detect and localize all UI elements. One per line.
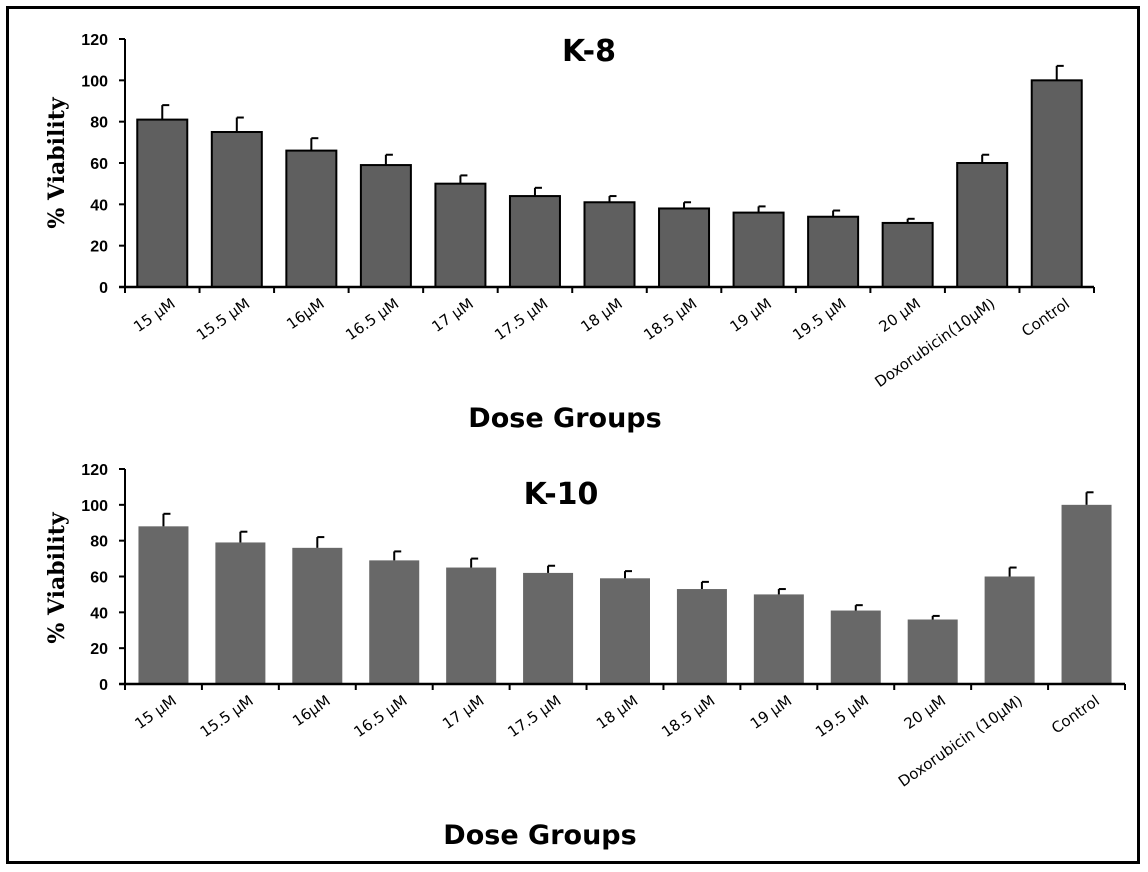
bar bbox=[138, 526, 188, 684]
bar bbox=[659, 208, 709, 287]
bar bbox=[677, 589, 727, 684]
x-tick-label: Control bbox=[1048, 692, 1103, 738]
plot-area: 0 20 40 60 80 100 120 15 µM 15.5 µM 16µM 16.5 µM 17… bbox=[81, 32, 1094, 391]
y-tick-label: 120 bbox=[81, 462, 108, 479]
y-tick-label: 80 bbox=[90, 534, 108, 551]
bar bbox=[754, 594, 804, 684]
x-tick-label: 18 µM bbox=[578, 295, 626, 336]
bar bbox=[600, 578, 650, 684]
bar bbox=[369, 560, 419, 684]
x-tick-label: 20 µM bbox=[901, 692, 949, 733]
bar bbox=[523, 573, 573, 684]
x-tick-label: 17.5 µM bbox=[491, 295, 551, 345]
bar bbox=[292, 548, 342, 684]
chart-title: K-8 bbox=[562, 34, 616, 69]
chart-k8: K-8 % Viability Dose Groups 0 20 40 60 80 100… bbox=[44, 32, 1094, 434]
x-tick-label: 15.5 µM bbox=[197, 692, 257, 742]
x-axis-label: Dose Groups bbox=[468, 403, 661, 434]
y-tick-label: 80 bbox=[90, 115, 108, 132]
bar bbox=[435, 184, 485, 287]
x-tick-label: 19 µM bbox=[727, 295, 775, 336]
bar bbox=[985, 577, 1035, 685]
bar bbox=[883, 223, 933, 287]
x-tick-label: 19.5 µM bbox=[789, 295, 849, 345]
bar bbox=[212, 132, 262, 287]
y-tick-label: 60 bbox=[90, 570, 108, 587]
x-axis-label: Dose Groups bbox=[443, 820, 636, 851]
y-tick-label: 60 bbox=[90, 156, 108, 173]
bar bbox=[808, 217, 858, 287]
bar bbox=[286, 151, 336, 287]
y-axis-label: % Viability bbox=[44, 96, 70, 228]
bar bbox=[957, 163, 1007, 287]
x-tick-label: 18.5 µM bbox=[658, 692, 718, 742]
plot-area: 0 20 40 60 80 100 120 15 µM 15.5 µM 16µM 16.5 µM 17… bbox=[81, 462, 1125, 791]
bar bbox=[734, 213, 784, 287]
x-tick-label: 17.5 µM bbox=[504, 692, 564, 742]
bar bbox=[1032, 80, 1082, 287]
bar bbox=[510, 196, 560, 287]
y-tick-label: 100 bbox=[81, 73, 108, 90]
y-tick-label: 40 bbox=[90, 197, 108, 214]
y-tick-label: 120 bbox=[81, 32, 108, 49]
x-tick-label: 16µM bbox=[283, 295, 327, 334]
x-tick-label: Doxorubicin (10µM) bbox=[895, 692, 1026, 791]
x-tick-label: Doxorubicin(10µM) bbox=[871, 295, 998, 391]
y-axis-label: % Viability bbox=[44, 511, 70, 643]
x-tick-label: 16.5 µM bbox=[342, 295, 402, 345]
x-tick-label: 17 µM bbox=[428, 295, 476, 336]
x-tick-label: 15 µM bbox=[131, 692, 179, 733]
chart-k10: K-10 % Viability Dose Groups 0 20 40 60 80 10… bbox=[44, 462, 1125, 851]
bar bbox=[215, 542, 265, 684]
bar bbox=[361, 165, 411, 287]
x-tick-label: 18.5 µM bbox=[640, 295, 700, 345]
chart-title: K-10 bbox=[524, 477, 599, 512]
x-tick-label: 18 µM bbox=[593, 692, 641, 733]
x-tick-label: 19.5 µM bbox=[812, 692, 872, 742]
bar bbox=[137, 120, 187, 287]
x-tick-label: Control bbox=[1018, 295, 1073, 341]
y-tick-label: 20 bbox=[90, 641, 108, 658]
y-tick-label: 0 bbox=[99, 280, 108, 297]
bar bbox=[1062, 505, 1112, 684]
bar bbox=[831, 611, 881, 684]
y-tick-label: 20 bbox=[90, 239, 108, 256]
x-tick-label: 15.5 µM bbox=[193, 295, 253, 345]
y-tick-label: 40 bbox=[90, 605, 108, 622]
x-tick-label: 17 µM bbox=[439, 692, 487, 733]
x-tick-label: 20 µM bbox=[876, 295, 924, 336]
bar bbox=[908, 620, 958, 685]
x-tick-label: 19 µM bbox=[747, 692, 795, 733]
x-tick-label: 16µM bbox=[289, 692, 333, 731]
x-tick-label: 15 µM bbox=[130, 295, 178, 336]
bar bbox=[446, 568, 496, 684]
y-tick-label: 0 bbox=[99, 677, 108, 694]
y-tick-label: 100 bbox=[81, 498, 108, 515]
bar bbox=[585, 202, 635, 287]
x-tick-label: 16.5 µM bbox=[351, 692, 411, 742]
